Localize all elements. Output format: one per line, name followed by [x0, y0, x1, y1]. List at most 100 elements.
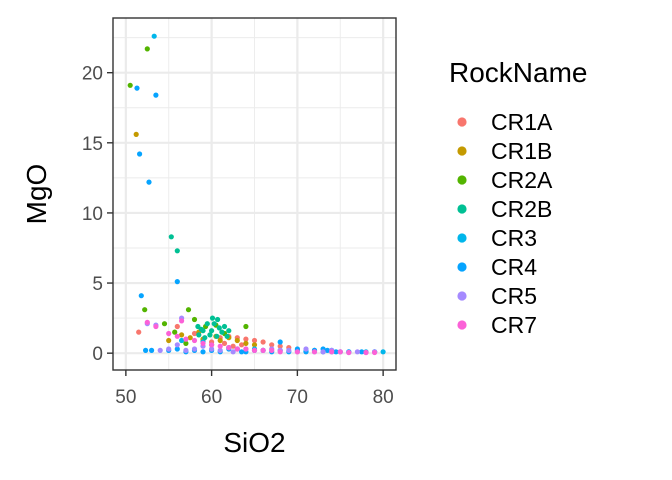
legend-key-cr1b	[457, 146, 467, 156]
data-point-cr2b	[221, 323, 228, 330]
data-point-cr5	[354, 349, 360, 355]
data-point-cr7	[243, 346, 249, 352]
legend-label-cr7: CR7	[491, 312, 537, 338]
data-point-cr2b	[224, 333, 230, 339]
y-axis-ticks: 0 5 10 15 20	[82, 64, 113, 365]
data-point-cr4	[239, 349, 245, 355]
data-points	[127, 33, 386, 356]
y-tick-label: 15	[82, 134, 103, 155]
data-point-cr7	[346, 349, 352, 356]
legend-label-cr2b: CR2B	[491, 196, 552, 222]
data-point-cr2a	[185, 307, 192, 313]
data-point-cr5	[320, 349, 326, 355]
data-point-cr5	[174, 342, 180, 348]
legend-key-cr5	[457, 291, 467, 301]
x-tick-label: 50	[115, 387, 136, 408]
data-point-cr1b	[179, 332, 185, 338]
data-point-cr7	[226, 345, 232, 351]
data-point-cr7	[294, 349, 300, 355]
data-point-cr7	[209, 342, 215, 348]
data-point-cr7	[251, 347, 258, 353]
data-point-cr1a	[251, 337, 258, 344]
data-point-cr2b	[204, 321, 210, 327]
legend-label-cr1a: CR1A	[491, 109, 553, 135]
data-point-cr7	[200, 340, 206, 346]
data-point-cr4	[143, 347, 149, 353]
data-point-cr5	[183, 347, 189, 353]
data-point-cr2b	[209, 315, 216, 321]
data-point-cr5	[286, 347, 292, 353]
data-point-cr2b	[198, 326, 204, 332]
data-point-cr4	[137, 151, 143, 157]
data-point-cr7	[269, 347, 275, 353]
legend-key-cr2b	[457, 204, 467, 214]
data-point-cr2b	[207, 332, 213, 338]
data-point-cr7	[166, 330, 172, 337]
data-point-cr7	[217, 343, 223, 349]
data-point-cr2a	[142, 307, 148, 313]
data-point-cr4	[333, 349, 339, 355]
data-point-cr7	[153, 323, 159, 330]
data-point-cr7	[191, 337, 198, 344]
data-point-cr1a	[221, 340, 228, 346]
data-point-cr5	[230, 349, 236, 355]
legend-label-cr5: CR5	[491, 283, 537, 309]
data-point-cr1b	[217, 337, 223, 344]
data-point-cr7	[174, 333, 180, 339]
data-point-cr4	[174, 279, 180, 285]
data-point-cr7	[337, 349, 343, 355]
legend: RockName CR1A CR1B CR2A CR2B CR3 CR4 CR5 CR7	[449, 57, 587, 338]
data-point-cr7	[329, 349, 335, 355]
legend-title: RockName	[449, 57, 587, 88]
legend-label-cr1b: CR1B	[491, 138, 552, 164]
y-tick-label: 10	[82, 204, 103, 225]
data-point-cr3	[151, 33, 157, 39]
data-point-cr5	[191, 346, 198, 352]
data-point-cr2b	[174, 248, 180, 254]
data-point-cr2b	[215, 316, 221, 323]
data-point-cr5	[157, 347, 163, 353]
x-axis-title: SiO2	[223, 427, 285, 458]
minor-grid	[113, 18, 396, 370]
data-point-cr5	[303, 346, 309, 352]
legend-items: CR1A CR1B CR2A CR2B CR3 CR4 CR5 CR7	[457, 109, 553, 338]
data-point-cr2b	[202, 335, 208, 341]
data-point-cr2b	[226, 328, 232, 334]
data-point-cr1b	[251, 342, 258, 348]
data-point-cr4	[200, 349, 206, 355]
data-point-cr7	[311, 349, 318, 355]
data-point-cr2a	[144, 46, 150, 52]
legend-key-cr4	[457, 262, 467, 272]
data-point-cr2b	[216, 325, 222, 331]
data-point-cr1a	[174, 323, 180, 330]
x-axis-ticks: 50 60 70 80	[115, 370, 394, 408]
data-point-cr2a	[191, 316, 198, 323]
data-point-cr4	[138, 293, 144, 299]
data-point-cr1a	[136, 329, 142, 335]
data-point-cr2a	[161, 321, 168, 327]
data-point-cr1a	[239, 342, 245, 348]
data-point-cr3	[179, 337, 185, 344]
data-point-cr1a	[230, 343, 236, 349]
data-point-cr2b	[214, 333, 220, 339]
data-point-cr4	[134, 85, 140, 91]
data-point-cr7	[260, 347, 266, 353]
data-point-cr2a	[127, 82, 133, 88]
data-point-cr4	[174, 346, 180, 352]
legend-label-cr3: CR3	[491, 225, 537, 251]
data-point-cr7	[277, 349, 283, 355]
y-axis-title: MgO	[21, 164, 52, 225]
data-point-cr2b	[209, 328, 215, 334]
data-point-cr1b	[166, 337, 172, 344]
y-tick-label: 5	[92, 274, 103, 295]
data-point-cr7	[183, 336, 189, 342]
legend-key-cr3	[457, 233, 467, 243]
y-tick-label: 0	[92, 344, 103, 365]
legend-key-cr7	[457, 320, 467, 330]
data-point-cr4	[359, 349, 365, 355]
data-point-cr5	[217, 347, 223, 353]
legend-key-cr1a	[457, 117, 467, 127]
data-point-cr1b	[187, 335, 193, 341]
data-point-cr2a	[172, 329, 178, 335]
data-point-cr7	[179, 318, 185, 324]
